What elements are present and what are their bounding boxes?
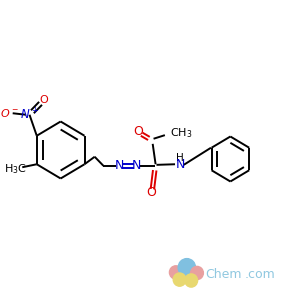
Text: N: N <box>115 159 124 172</box>
Text: .com: .com <box>245 268 276 281</box>
Circle shape <box>190 266 203 280</box>
Text: N: N <box>132 159 141 172</box>
Text: $O^-$: $O^-$ <box>0 107 19 119</box>
Text: $N^+$: $N^+$ <box>20 107 39 122</box>
Text: CH$_3$: CH$_3$ <box>170 126 193 140</box>
Circle shape <box>173 273 186 286</box>
Text: O: O <box>146 186 156 199</box>
Circle shape <box>178 259 196 277</box>
Text: H$_3$C: H$_3$C <box>4 162 26 176</box>
Text: Chem: Chem <box>205 268 241 281</box>
Text: O: O <box>39 95 48 105</box>
Circle shape <box>169 266 182 279</box>
Text: H: H <box>176 153 184 163</box>
Circle shape <box>185 274 198 287</box>
Text: O: O <box>133 125 143 138</box>
Text: N: N <box>176 158 185 171</box>
